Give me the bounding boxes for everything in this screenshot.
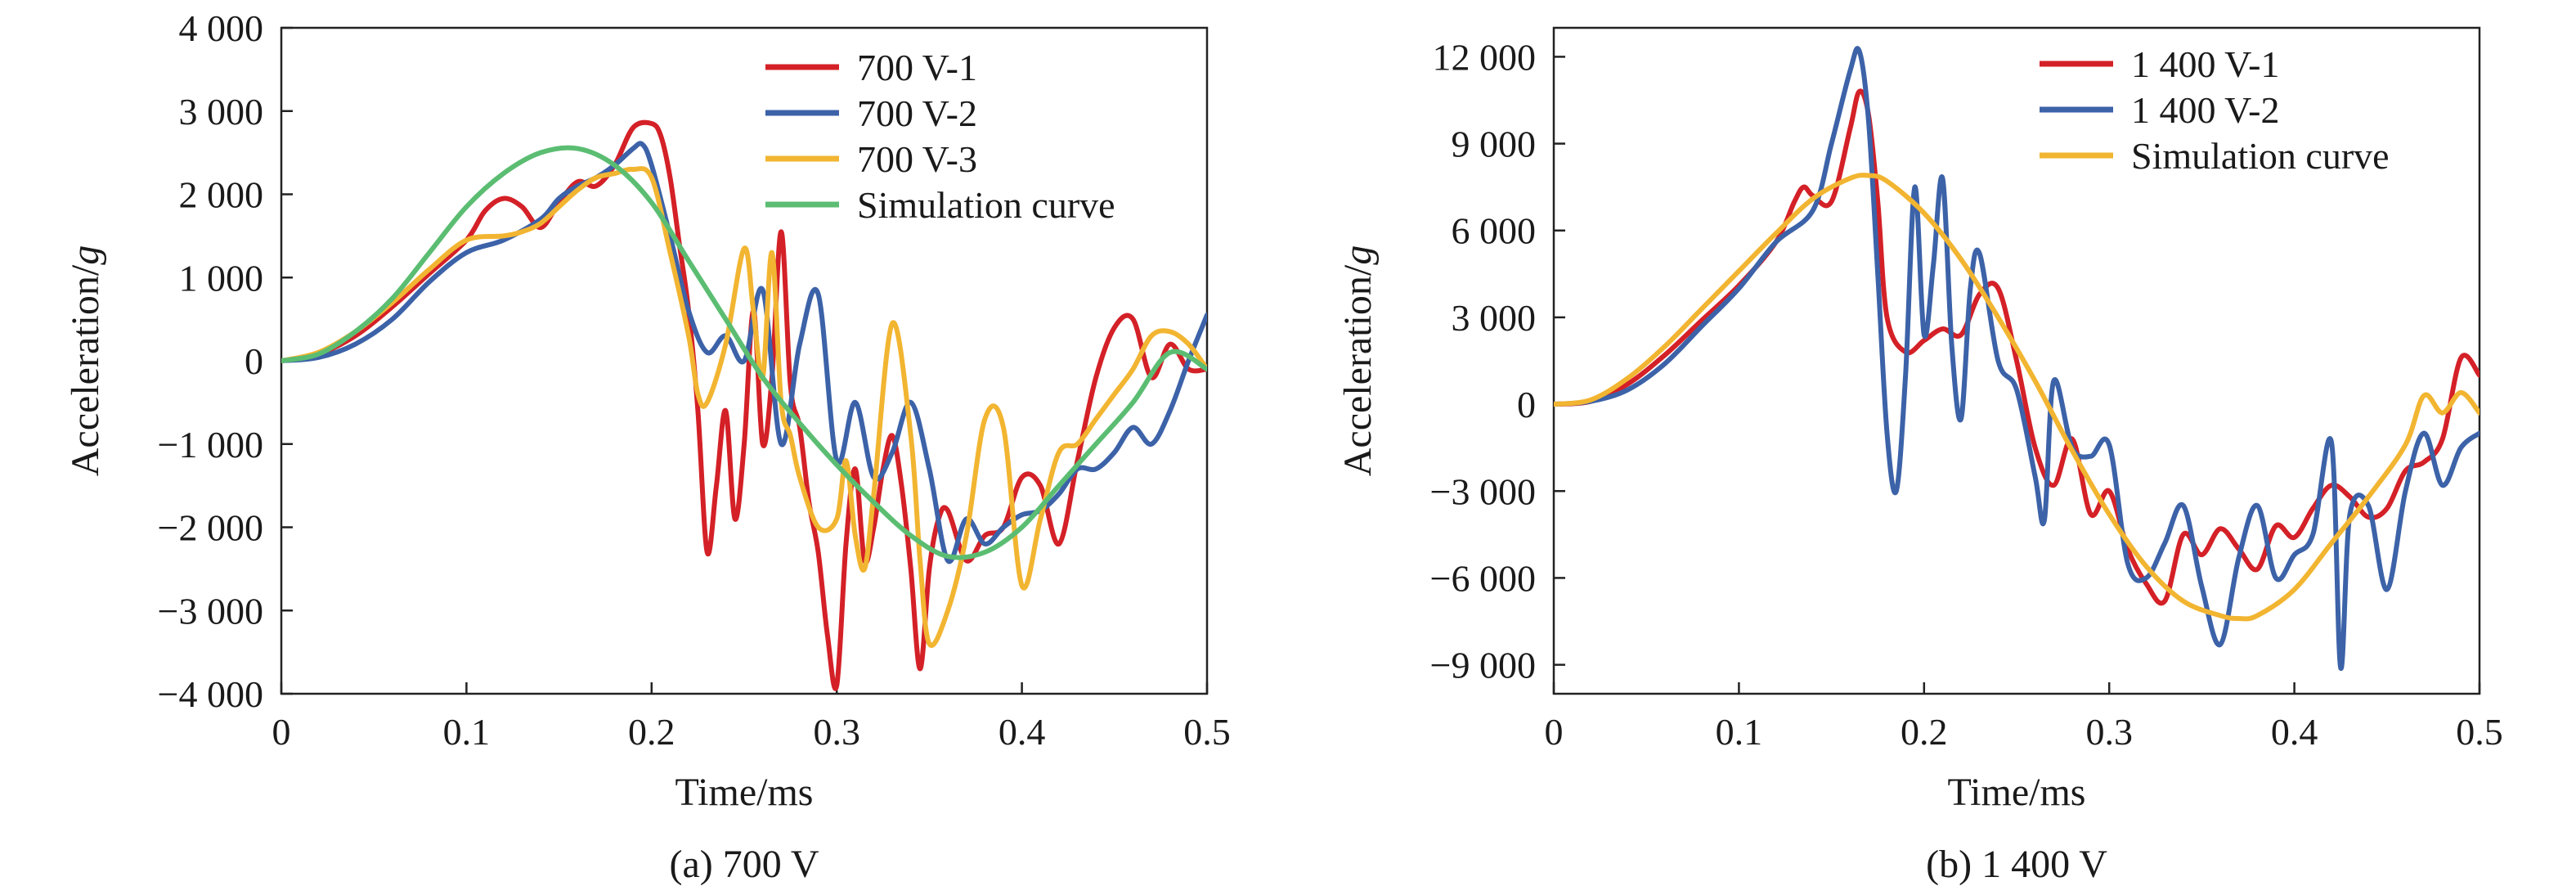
y-tick-label: −2 000 [158, 507, 263, 549]
x-tick-label: 0.1 [1716, 711, 1763, 753]
series-line [281, 166, 1207, 648]
series-line [1554, 46, 2480, 671]
y-tick-label: 4 000 [179, 7, 264, 49]
y-tick-label: −6 000 [1430, 557, 1536, 599]
y-tick-label: 0 [245, 340, 263, 382]
y-axis-title-main: Acceleration/ [64, 264, 107, 476]
chart-caption: (b) 1 400 V [1926, 843, 2107, 886]
chart-panel-b: 0 0.1 0.2 0.3 0.4 0.5 12 000 9 000 6 000 3 000 0 −3… [1336, 26, 2503, 886]
x-axis-title: Time/ms [675, 771, 814, 814]
legend-label: 1 400 V-1 [2131, 43, 2279, 85]
x-tick-label: 0.4 [2271, 711, 2318, 753]
x-tick-label: 0 [272, 711, 291, 753]
y-tick-label: −9 000 [1430, 645, 1536, 686]
x-tick-label: 0.2 [1901, 711, 1948, 753]
y-tick-label: 9 000 [1452, 124, 1537, 165]
legend-label: 700 V-3 [857, 138, 977, 180]
x-tick-label: 0.1 [443, 711, 491, 753]
y-tick-label: −3 000 [158, 590, 263, 632]
x-axis-title: Time/ms [1948, 771, 2086, 814]
y-tick-label: −1 000 [158, 424, 263, 465]
y-tick-label: 3 000 [179, 91, 264, 133]
y-axis-title: Acceleration/g [64, 245, 107, 477]
chart-panel-a: 0 0.1 0.2 0.3 0.4 0.5 4 000 3 000 2 000 1 000 0 −1 … [64, 7, 1231, 886]
y-axis-title-main: Acceleration/ [1336, 264, 1380, 476]
legend-label: 700 V-2 [857, 92, 977, 134]
x-tick-label: 0.5 [1183, 711, 1231, 753]
y-tick-label: 0 [1517, 384, 1536, 425]
series-line [1554, 88, 2480, 606]
x-tick-label: 0 [1545, 711, 1564, 753]
legend-label: 700 V-1 [857, 47, 977, 88]
series-line [281, 141, 1207, 564]
legend-label: Simulation curve [2131, 135, 2390, 177]
y-tick-label: 2 000 [179, 174, 264, 216]
x-tick-label: 0.3 [2085, 711, 2133, 753]
y-axis-title-unit: g [1336, 245, 1380, 265]
x-tick-label: 0.3 [813, 711, 860, 753]
x-tick-label: 0.5 [2456, 711, 2503, 753]
x-tick-label: 0.2 [628, 711, 675, 753]
chart-caption: (a) 700 V [669, 843, 819, 886]
series-group [281, 119, 1207, 691]
legend-label: 1 400 V-2 [2131, 89, 2279, 131]
plot-frame [1552, 26, 2481, 695]
y-tick-label: −4 000 [158, 673, 263, 715]
y-axis-title: Acceleration/g [1336, 245, 1380, 477]
series-line [281, 145, 1207, 560]
x-tick-label: 0.4 [999, 711, 1046, 753]
y-tick-label: −3 000 [1430, 470, 1536, 512]
y-tick-label: 12 000 [1433, 36, 1537, 78]
series-line [1554, 173, 2480, 622]
y-tick-label: 1 000 [179, 257, 264, 299]
y-tick-label: 6 000 [1452, 210, 1537, 252]
series-group [1554, 46, 2480, 671]
y-tick-label: 3 000 [1452, 297, 1537, 339]
y-axis-title-unit: g [64, 245, 107, 265]
legend-label: Simulation curve [857, 184, 1115, 226]
